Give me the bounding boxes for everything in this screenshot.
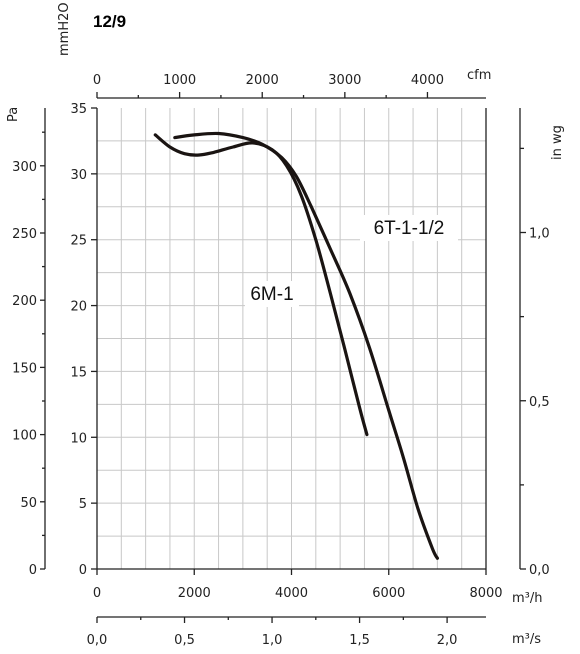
y-unit-pa: Pa <box>6 107 21 122</box>
inwg-tick-label: 0,0 <box>529 563 550 578</box>
y-unit-inwg: in wg <box>550 125 565 160</box>
mmh2o-tick-label: 25 <box>70 234 87 249</box>
plot-axes <box>40 92 526 623</box>
mmh2o-tick-label: 0 <box>79 563 87 578</box>
series-label: 6T-1-1/2 <box>374 218 445 239</box>
pa-tick-label: 50 <box>20 496 37 511</box>
series-labels: 6M-1 6T-1-1/2 <box>245 215 458 307</box>
curve-6t-1-1-2 <box>173 131 439 560</box>
cfm-tick-label: 0 <box>93 73 101 88</box>
mmh2o-tick-label: 5 <box>79 497 87 512</box>
cfm-tick-label: 4000 <box>411 73 444 88</box>
m3s-tick-label: 1,0 <box>262 633 283 648</box>
pa-tick-label: 250 <box>12 227 37 242</box>
m3h-tick-label: 2000 <box>178 586 211 601</box>
x-unit-m3h: m³/h <box>512 591 543 606</box>
cfm-tick-label: 2000 <box>246 73 279 88</box>
series-label-background <box>245 281 299 307</box>
x-unit-m3s: m³/s <box>512 632 541 647</box>
m3h-tick-label: 0 <box>93 586 101 601</box>
m3h-tick-label: 8000 <box>469 586 502 601</box>
m3s-tick-label: 0,5 <box>174 633 195 648</box>
m3h-tick-label: 6000 <box>372 586 405 601</box>
pa-tick-label: 100 <box>12 429 37 444</box>
tick-labels: 050100150200250300051015202530350,00,51,… <box>12 73 550 648</box>
pa-tick-label: 200 <box>12 294 37 309</box>
mmh2o-tick-label: 10 <box>70 431 87 446</box>
mmh2o-tick-label: 30 <box>70 168 87 183</box>
m3s-tick-label: 1,5 <box>349 633 370 648</box>
mmh2o-tick-label: 20 <box>70 300 87 315</box>
pa-tick-label: 300 <box>12 160 37 175</box>
x-unit-cfm: cfm <box>467 68 491 83</box>
m3s-tick-label: 0,0 <box>87 633 108 648</box>
m3h-tick-label: 4000 <box>275 586 308 601</box>
cfm-tick-label: 3000 <box>328 73 361 88</box>
pa-tick-label: 150 <box>12 361 37 376</box>
series-label: 6M-1 <box>250 284 293 305</box>
data-series <box>153 131 439 560</box>
inwg-tick-label: 1,0 <box>529 227 550 242</box>
pa-tick-label: 0 <box>29 563 37 578</box>
series-label-background <box>360 215 458 241</box>
cfm-tick-label: 1000 <box>163 73 196 88</box>
y-unit-mmh2o: mmH2O <box>57 2 72 56</box>
inwg-tick-label: 0,5 <box>529 395 550 410</box>
chart-title: 12/9 <box>93 12 126 31</box>
mmh2o-tick-label: 35 <box>70 102 87 117</box>
plot-grid <box>97 108 486 569</box>
m3s-tick-label: 2,0 <box>437 633 458 648</box>
mmh2o-tick-label: 15 <box>70 365 87 380</box>
